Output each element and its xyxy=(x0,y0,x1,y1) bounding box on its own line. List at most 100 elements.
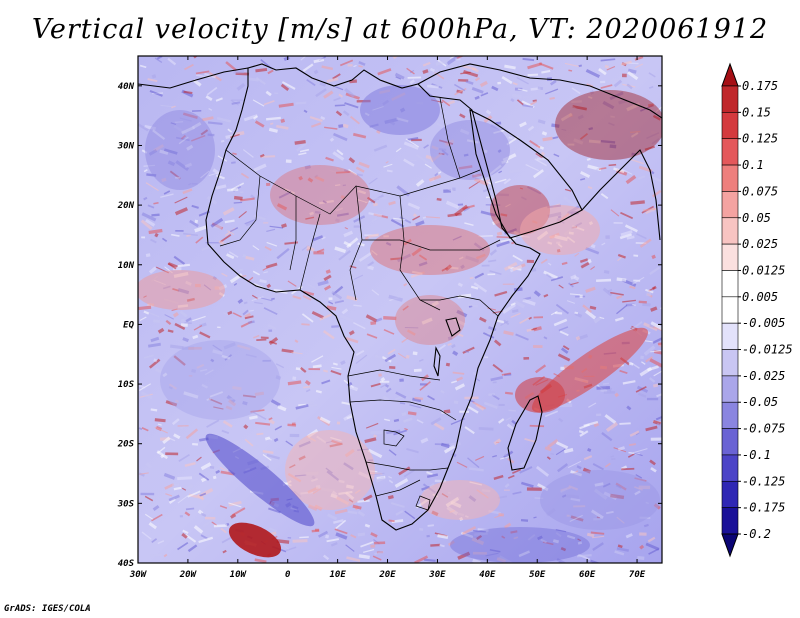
field-speckle xyxy=(585,309,597,320)
field-speckle xyxy=(181,125,196,135)
field-speckle xyxy=(622,299,636,303)
field-speckle xyxy=(350,534,357,539)
field-speckle xyxy=(411,270,423,275)
field-speckle xyxy=(619,233,633,240)
field-speckle xyxy=(238,211,247,219)
field-speckle xyxy=(596,385,610,390)
colorbar-label: 0.125 xyxy=(742,132,778,146)
field-speckle xyxy=(512,491,522,495)
field-speckle xyxy=(617,253,626,259)
field-speckle xyxy=(242,401,248,406)
field-speckle xyxy=(554,311,563,315)
field-speckle xyxy=(510,312,521,319)
field-speckle xyxy=(490,375,504,382)
lake-victoria xyxy=(445,317,461,337)
field-speckle xyxy=(422,61,431,67)
field-speckle xyxy=(371,289,380,296)
field-speckle xyxy=(538,62,554,70)
field-speckle xyxy=(358,161,370,169)
field-speckle xyxy=(254,301,263,305)
field-speckle xyxy=(313,58,325,64)
field-speckle xyxy=(450,418,465,425)
field-speckle xyxy=(657,342,662,346)
field-speckle xyxy=(231,507,246,517)
field-speckle xyxy=(178,136,189,145)
field-speckle xyxy=(388,294,403,302)
field-speckle xyxy=(315,88,327,98)
field-speckle xyxy=(253,163,267,172)
colorbar-label: 0.0125 xyxy=(742,263,785,277)
field-speckle xyxy=(487,330,497,335)
field-speckle xyxy=(604,414,617,425)
field-speckle xyxy=(467,405,479,414)
country-borders xyxy=(219,97,501,511)
field-speckle xyxy=(193,324,203,331)
field-speckle xyxy=(364,523,371,528)
field-speckle xyxy=(543,270,559,280)
field-speckle xyxy=(162,372,168,378)
lon-label: 70E xyxy=(629,570,646,580)
field-speckle xyxy=(187,490,201,498)
field-speckle xyxy=(465,255,480,263)
field-speckle xyxy=(468,180,481,189)
field-speckle xyxy=(368,177,378,185)
field-speckle xyxy=(336,171,351,174)
field-speckle xyxy=(189,219,199,228)
asia-coastline xyxy=(417,63,662,119)
field-speckle xyxy=(379,380,390,383)
field-speckle xyxy=(323,274,332,282)
field-speckle xyxy=(144,124,157,131)
field-speckle xyxy=(480,210,496,217)
field-speckle xyxy=(322,554,330,561)
field-speckle xyxy=(446,141,452,147)
field-speckle xyxy=(397,253,412,263)
field-speckle xyxy=(263,100,275,106)
field-speckle xyxy=(335,86,344,91)
field-speckle xyxy=(143,196,148,201)
field-speckle xyxy=(301,313,314,323)
field-speckle xyxy=(409,79,416,85)
field-speckle xyxy=(374,541,386,545)
lon-label: 30E xyxy=(428,570,446,580)
field-speckle xyxy=(335,207,344,212)
field-speckle xyxy=(208,107,213,111)
field-speckle xyxy=(535,152,543,159)
field-speckle xyxy=(386,169,393,173)
field-speckle xyxy=(502,303,516,314)
field-speckle xyxy=(648,377,656,383)
field-speckle xyxy=(329,169,336,173)
colorbar-label: -0.1 xyxy=(742,448,771,462)
field-speckle xyxy=(413,368,422,372)
field-speckle xyxy=(587,186,593,190)
map-frame xyxy=(137,55,663,564)
field-speckle xyxy=(514,300,526,309)
field-speckle xyxy=(447,342,452,346)
lon-label: 10E xyxy=(329,570,346,580)
field-speckle xyxy=(447,336,453,341)
field-speckle xyxy=(324,126,338,130)
field-speckle xyxy=(460,71,471,75)
field-speckle xyxy=(655,103,662,113)
field-speckle xyxy=(184,511,191,517)
field-speckle xyxy=(609,91,624,101)
field-speckle xyxy=(496,236,510,239)
field-speckle xyxy=(185,317,192,323)
field-speckle xyxy=(229,227,239,233)
field-speckle xyxy=(471,67,479,73)
field-speckle xyxy=(194,225,208,233)
field-speckle xyxy=(553,153,560,158)
field-speckle xyxy=(336,167,341,171)
field-speckle xyxy=(163,553,168,558)
field-speckle xyxy=(580,177,586,181)
field-speckle xyxy=(139,316,147,322)
field-speckle xyxy=(174,399,179,403)
field-speckle xyxy=(489,270,502,276)
field-speckle xyxy=(315,389,322,394)
field-speckle xyxy=(352,504,362,510)
field-speckle xyxy=(240,172,250,179)
field-speckle xyxy=(457,203,464,206)
field-speckle xyxy=(620,230,633,237)
field-speckle xyxy=(650,466,657,473)
field-speckle xyxy=(371,218,378,222)
